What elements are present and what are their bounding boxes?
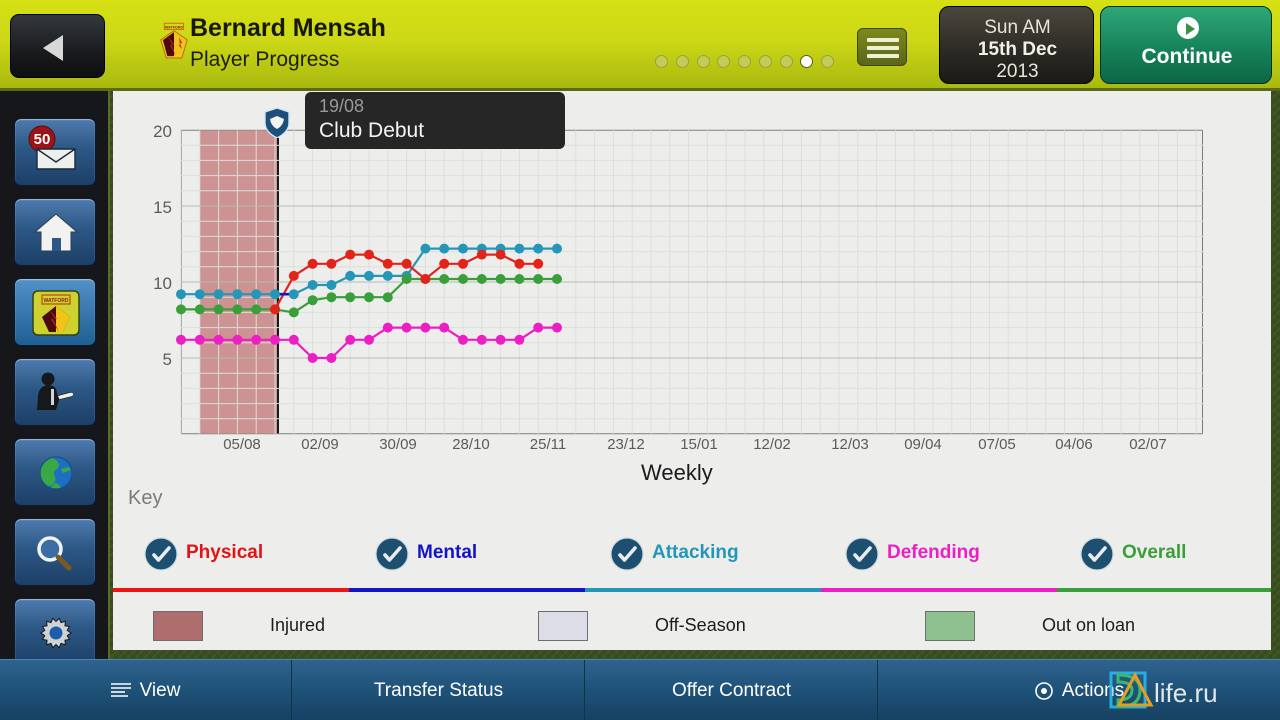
svg-text:50: 50	[34, 131, 51, 148]
svg-text:life.ru: life.ru	[1154, 678, 1218, 708]
svg-text:WATFORD: WATFORD	[165, 25, 184, 29]
svg-text:WATFORD: WATFORD	[44, 298, 69, 304]
